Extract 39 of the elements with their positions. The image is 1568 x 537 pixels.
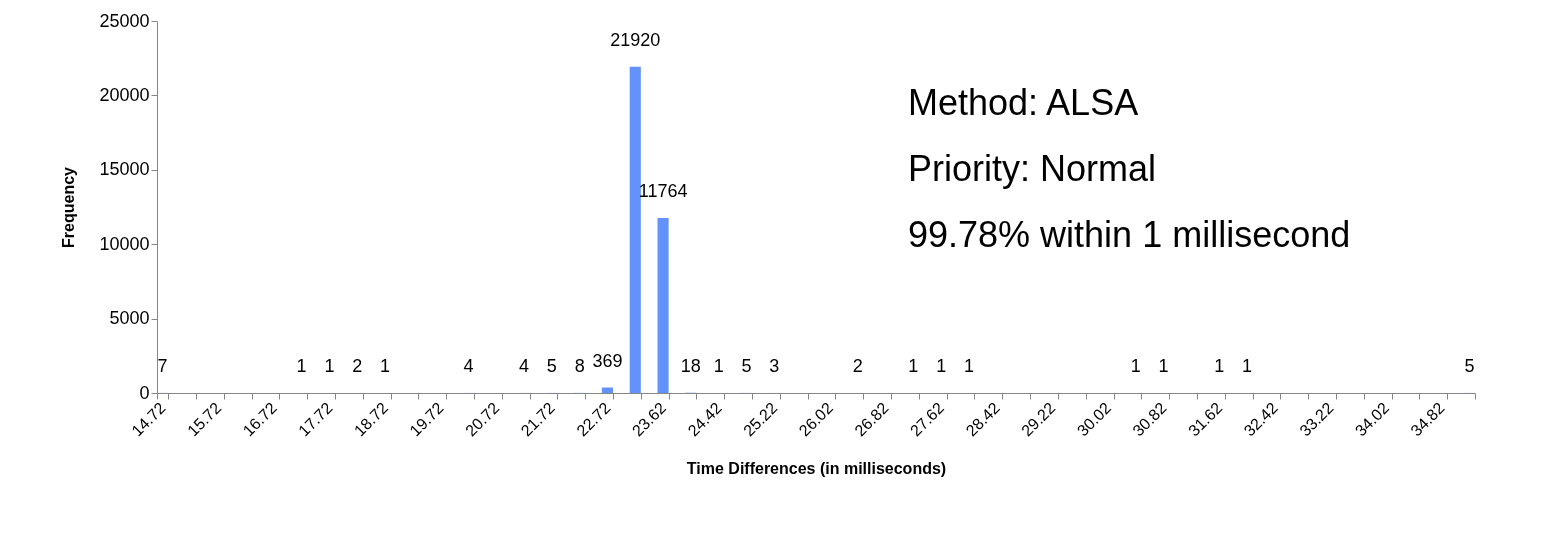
y-tick-label: 5000 — [109, 308, 150, 329]
data-label: 4 — [463, 355, 474, 376]
data-label: 2 — [352, 355, 363, 376]
y-tick-label: 10000 — [99, 233, 150, 254]
data-label: 7 — [157, 355, 168, 376]
y-axis-title: Frequency — [60, 166, 78, 248]
data-label: 1 — [936, 355, 947, 376]
data-label: 1 — [380, 355, 391, 376]
data-label: 18 — [680, 355, 701, 376]
annotation: Priority: Normal — [908, 148, 1157, 189]
data-label: 1 — [296, 355, 307, 376]
data-label: 5 — [741, 355, 752, 376]
y-tick-label: 25000 — [99, 10, 150, 31]
data-label: 4 — [519, 355, 530, 376]
annotation: Method: ALSA — [908, 82, 1139, 123]
data-label: 11764 — [638, 180, 688, 201]
x-axis-title: Time Differences (in milliseconds) — [686, 460, 947, 478]
data-label: 1 — [908, 355, 919, 376]
data-label: 369 — [592, 350, 623, 371]
data-label: 1 — [713, 355, 724, 376]
y-tick-label: 15000 — [99, 159, 150, 180]
data-label: 1 — [963, 355, 974, 376]
data-label: 1 — [1241, 355, 1252, 376]
bar — [629, 66, 641, 393]
data-label: 1 — [1130, 355, 1141, 376]
annotation: 99.78% within 1 millisecond — [908, 214, 1351, 255]
data-label: 21920 — [610, 29, 661, 50]
bar — [657, 217, 669, 393]
data-label: 1 — [1214, 355, 1225, 376]
data-label: 5 — [1464, 355, 1475, 376]
data-label: 3 — [769, 355, 780, 376]
y-tick-label: 0 — [139, 382, 150, 403]
data-label: 2 — [852, 355, 863, 376]
y-tick-label: 20000 — [99, 84, 150, 105]
data-label: 8 — [574, 355, 585, 376]
data-label: 5 — [546, 355, 557, 376]
bar — [601, 387, 614, 393]
data-label: 1 — [1158, 355, 1169, 376]
data-label: 1 — [324, 355, 335, 376]
